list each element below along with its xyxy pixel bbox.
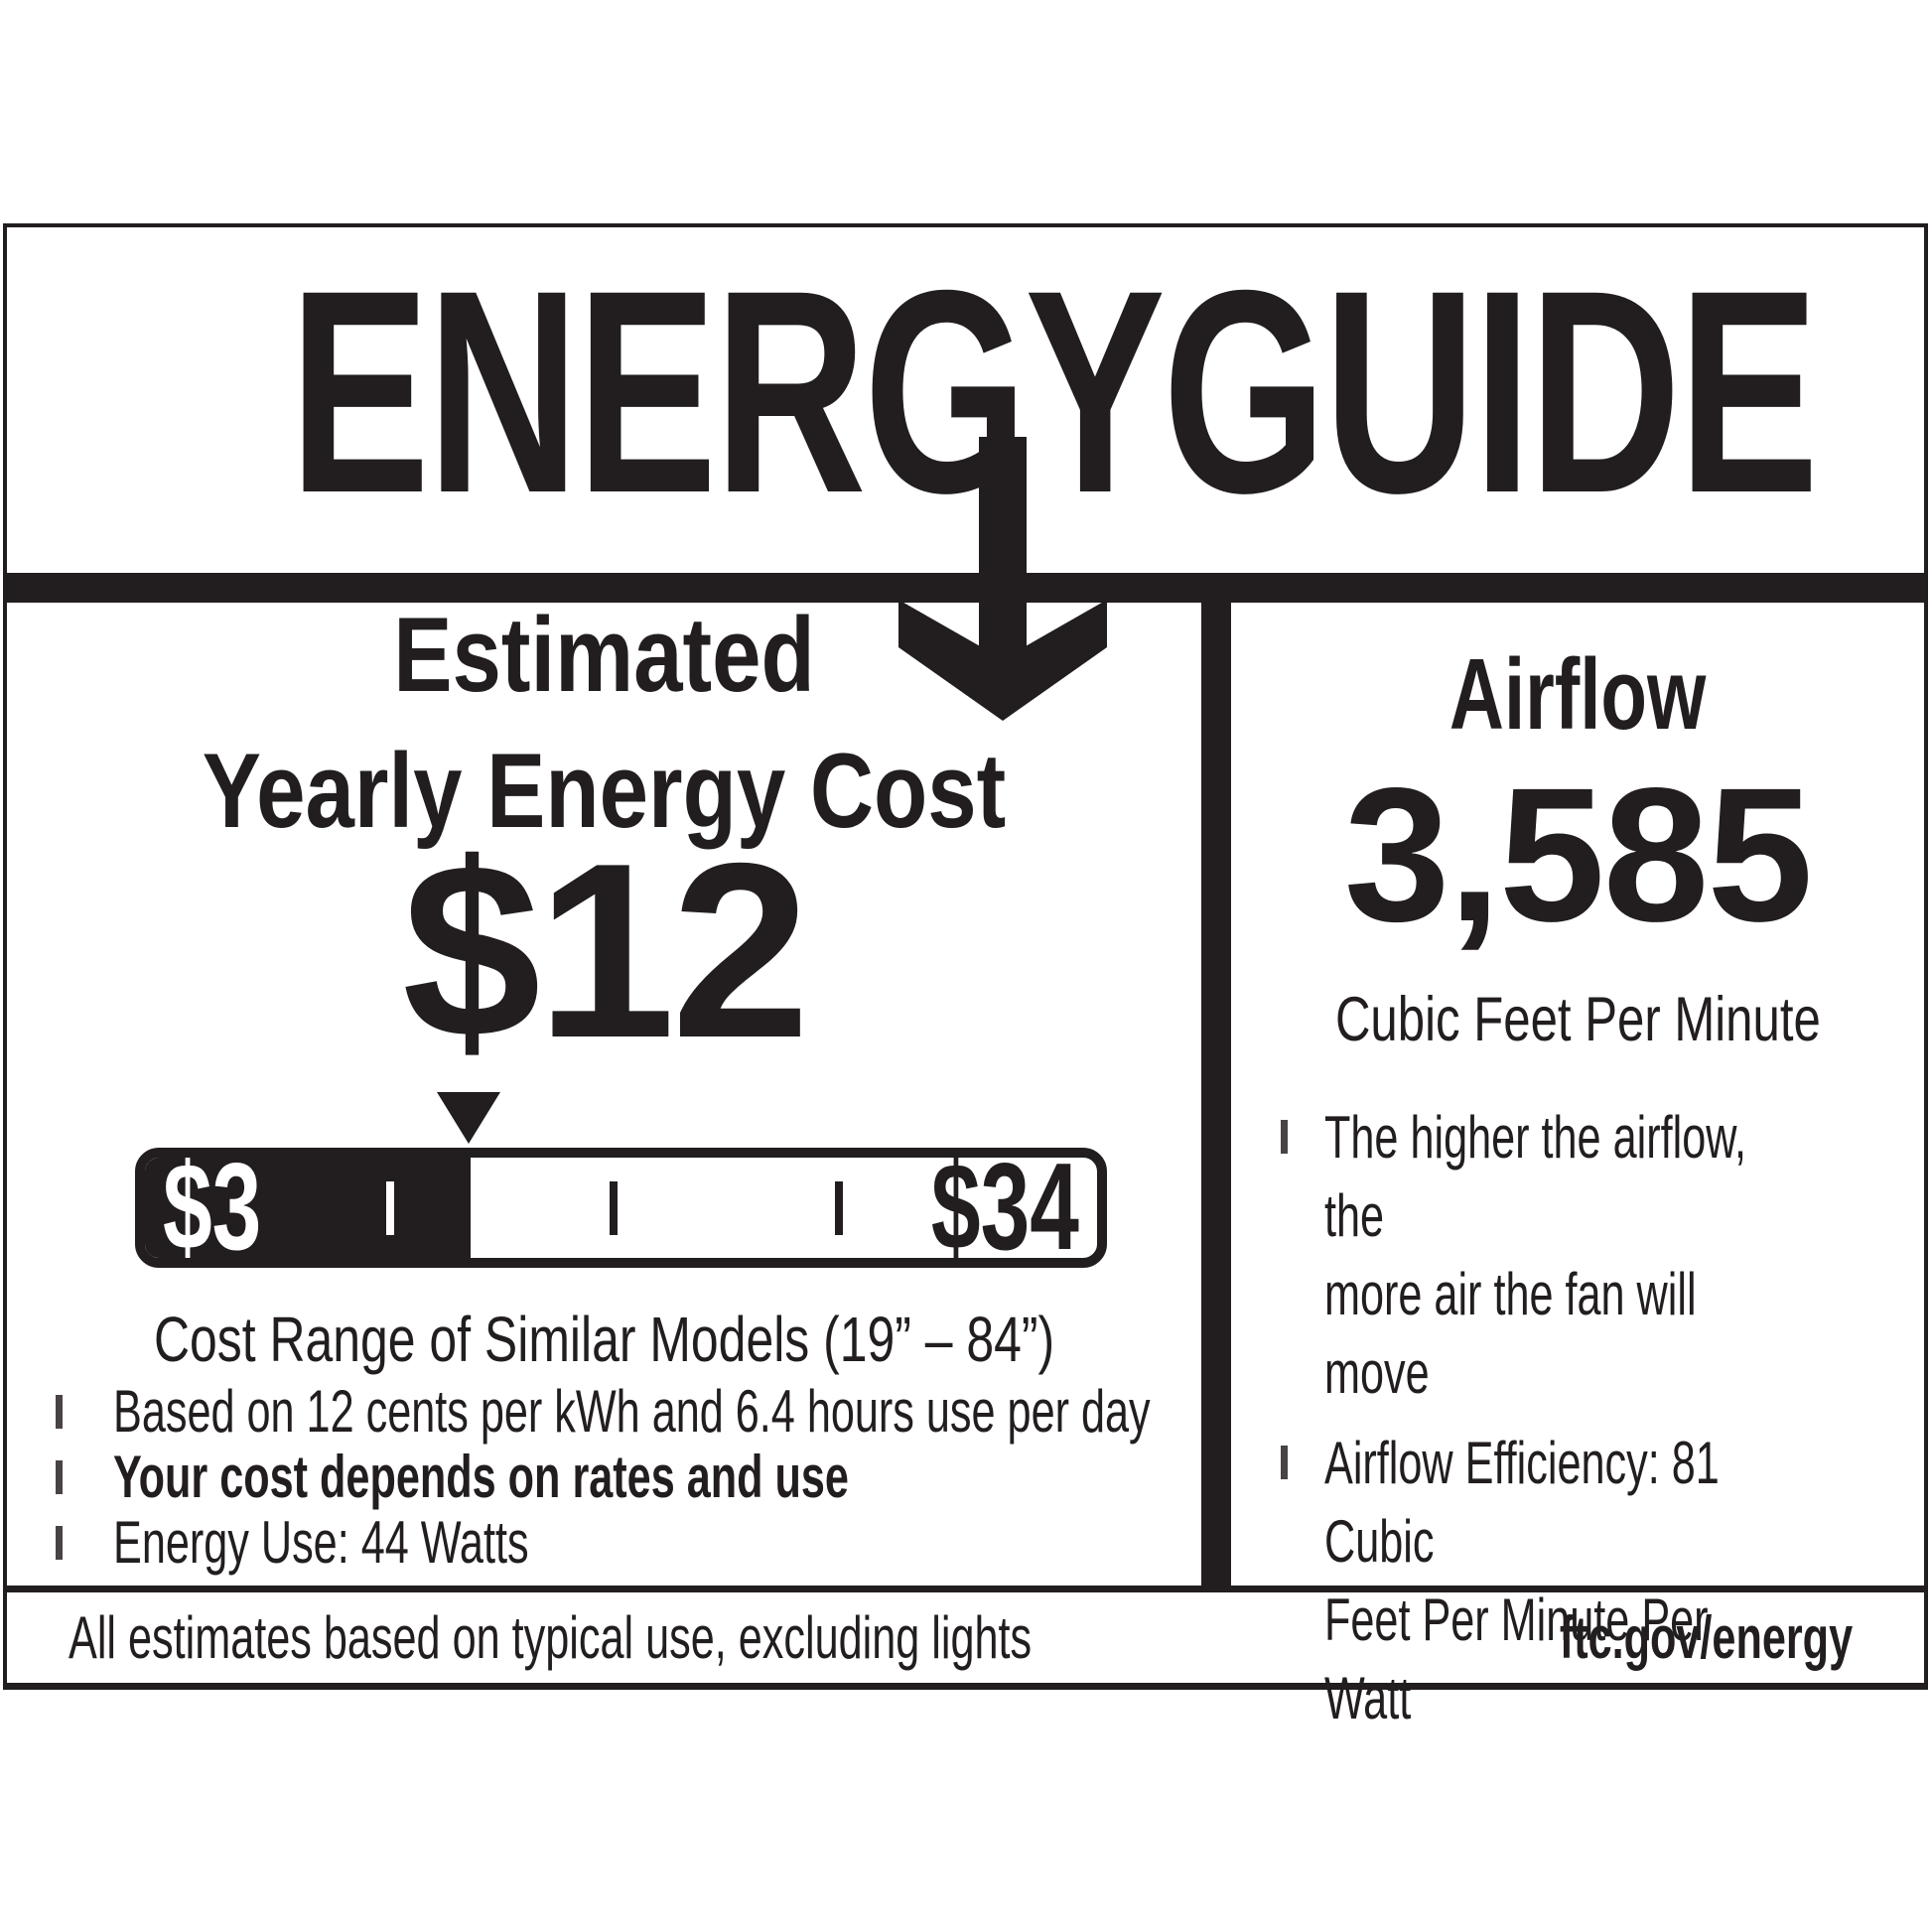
cost-notes-list: Based on 12 cents per kWh and 6.4 hours … [56,1379,1197,1576]
list-item: Your cost depends on rates and use [56,1445,1197,1510]
panel-divider [1201,603,1231,1586]
scale-tick [609,1180,618,1235]
list-item: Airflow Efficiency: 81 Cubic Feet Per Mi… [1281,1424,1932,1737]
energy-guide-label: ENERGYGUIDE Estimated Yearly Energy Cost… [3,223,1928,1731]
label-header: ENERGYGUIDE [7,247,1924,536]
scale-tick [835,1180,844,1235]
ftc-gov-energy-link: ftc.gov/energy [1559,1604,1853,1671]
down-arrow-icon [898,437,1107,721]
list-item: The higher the airflow, the more air the… [1281,1098,1932,1412]
bullet-icon [1281,1120,1288,1154]
cost-range-min: $3 [163,1148,262,1268]
label-footer: All estimates based on typical use, excl… [7,1592,1924,1683]
bullet-icon [56,1395,63,1429]
header-divider-bar [7,573,1924,603]
airflow-value: 3,585 [1343,748,1813,961]
bar-fill [145,1158,471,1258]
energyguide-logo-text: ENERGYGUIDE [289,230,1819,553]
heading-line-1: Estimated [393,595,815,714]
airflow-notes-list: The higher the airflow, the more air the… [1281,1098,1932,1737]
footer-disclaimer: All estimates based on typical use, excl… [69,1604,1033,1671]
bullet-icon [1281,1446,1288,1479]
bullet-icon [56,1526,63,1560]
bullet-icon [56,1460,63,1494]
estimated-cost-heading: Estimated Yearly Energy Cost [7,587,1201,859]
list-item: Energy Use: 44 Watts [56,1510,1197,1576]
cost-range-caption: Cost Range of Similar Models (19” – 84”) [153,1304,1055,1375]
cost-marker-triangle-icon [437,1092,500,1144]
yearly-cost-value: $12 [402,812,810,1090]
cost-range-max: $34 [931,1148,1079,1268]
list-item: Based on 12 cents per kWh and 6.4 hours … [56,1379,1197,1445]
footer-divider [7,1586,1924,1592]
heading-line-2: Yearly Energy Cost [202,731,1007,850]
airflow-heading: Airflow [1449,639,1707,751]
scale-tick [386,1180,395,1235]
cost-range-bar: $3 $34 [135,1148,1107,1268]
airflow-unit: Cubic Feet Per Minute [1334,985,1821,1054]
